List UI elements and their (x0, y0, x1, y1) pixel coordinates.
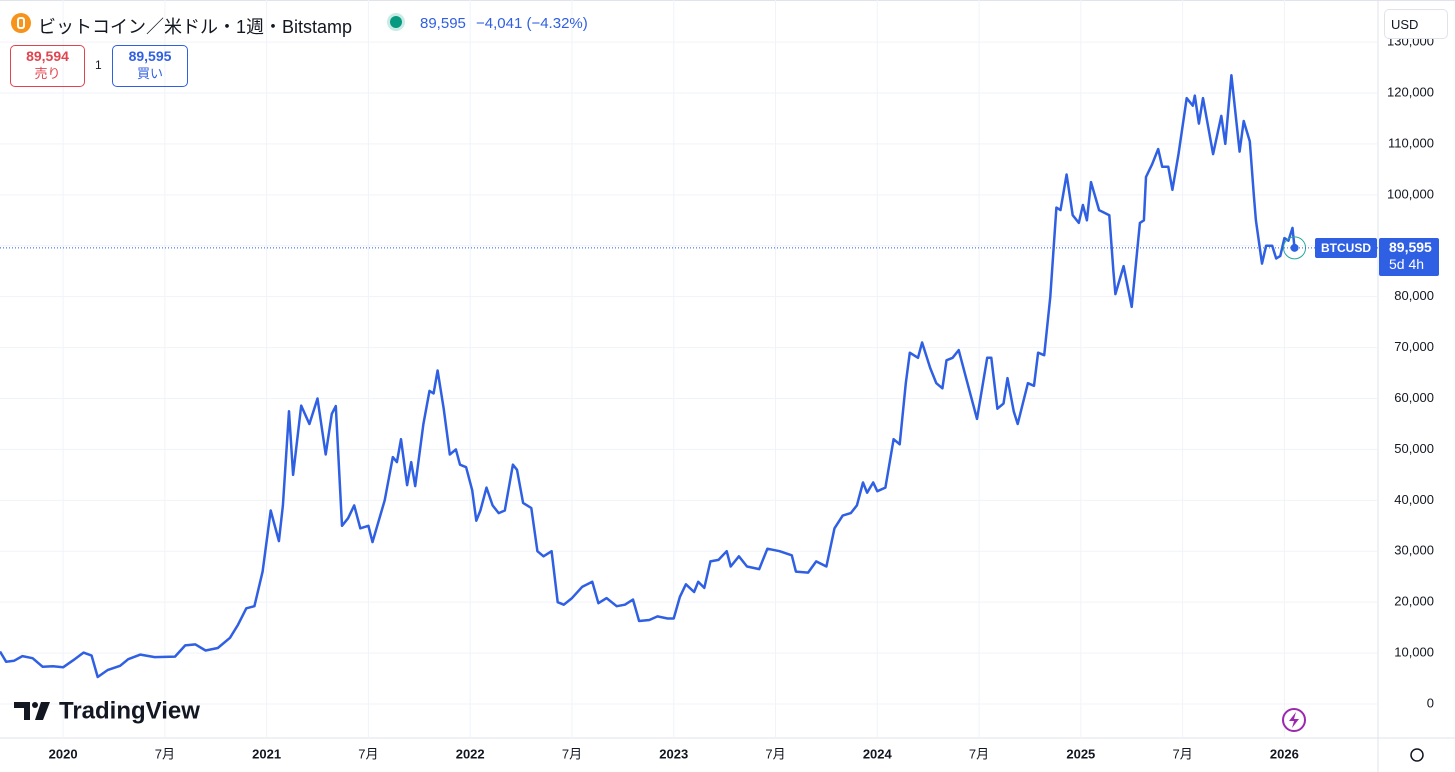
x-tick-label: 2025 (1066, 746, 1095, 761)
lightning-icon[interactable] (1282, 708, 1306, 732)
sell-label: 売り (34, 66, 61, 81)
settings-icon[interactable] (1410, 748, 1424, 762)
sell-button[interactable]: 89,594 売り (10, 45, 85, 87)
price-tag: 89,595 5d 4h (1379, 237, 1439, 276)
currency: USD (1391, 17, 1419, 32)
logo-mark (14, 702, 50, 720)
y-tick-label: 110,000 (1388, 135, 1434, 150)
bitcoin-glyph (17, 17, 25, 29)
x-tick-label: 2022 (456, 746, 485, 761)
logo-dot (32, 702, 38, 708)
currency-button[interactable]: USD (1384, 9, 1448, 39)
y-tick-label: 70,000 (1394, 339, 1434, 354)
symbol-tag: BTCUSD (1315, 237, 1377, 258)
x-tick-label: 7月 (155, 746, 175, 761)
y-tick-label: 100,000 (1387, 186, 1434, 201)
y-tick-label: 0 (1427, 695, 1434, 710)
x-tick-label: 7月 (765, 746, 785, 761)
logo: TradingView (59, 697, 200, 724)
x-tick-label: 7月 (969, 746, 989, 761)
bitcoin-circle (11, 13, 31, 33)
x-tick-label: 7月 (562, 746, 582, 761)
plot (0, 73, 1378, 679)
sell-price: 89,594 (26, 48, 69, 64)
y-tick-label: 30,000 (1394, 543, 1434, 558)
last-point (1290, 243, 1299, 252)
buy-label: 買い (136, 66, 163, 81)
logo-shape (14, 702, 30, 720)
y-tick-label: 60,000 (1394, 390, 1434, 405)
price-change: −4,041 (−4.32%) (476, 15, 588, 32)
buy-button[interactable]: 89,595 買い (112, 45, 188, 87)
y-tick-label: 50,000 (1394, 441, 1434, 456)
series-name: BTCUSD (1321, 240, 1371, 255)
buy-price: 89,595 (128, 48, 172, 64)
y-tick-label: 20,000 (1394, 594, 1434, 609)
x-tick-label: 7月 (1172, 746, 1192, 761)
y-tick-label: 120,000 (1387, 84, 1434, 99)
grid (0, 0, 1378, 738)
y-tick-label: 80,000 (1394, 288, 1434, 303)
last-price: 89,595 (420, 15, 466, 32)
lightning-glyph (1289, 712, 1299, 728)
x-tick-label: 2024 (863, 746, 893, 761)
quantity: 1 (95, 58, 102, 72)
symbol-icon (10, 12, 32, 39)
logo-shape (35, 702, 50, 720)
axes: 0 10,000 20,000 30,000 40,000 50,000 60,000 70,… (49, 34, 1434, 762)
x-tick-label: 2026 (1270, 746, 1299, 761)
x-tick-label: 2023 (659, 746, 688, 761)
x-tick-label: 7月 (358, 746, 378, 761)
bitcoin-icon (11, 13, 31, 33)
y-tick-label: 10,000 (1394, 645, 1434, 660)
x-tick-label: 2020 (49, 746, 78, 761)
y-tick-label: 40,000 (1394, 492, 1434, 507)
chart-title: ビットコイン／米ドル・1週・Bitstamp (38, 17, 353, 37)
price-tag-label: 89,595 (1389, 238, 1432, 255)
price-line-series (0, 73, 1296, 679)
market-status (390, 16, 402, 28)
countdown: 5d 4h (1389, 255, 1425, 272)
x-tick-label: 2021 (252, 746, 281, 761)
